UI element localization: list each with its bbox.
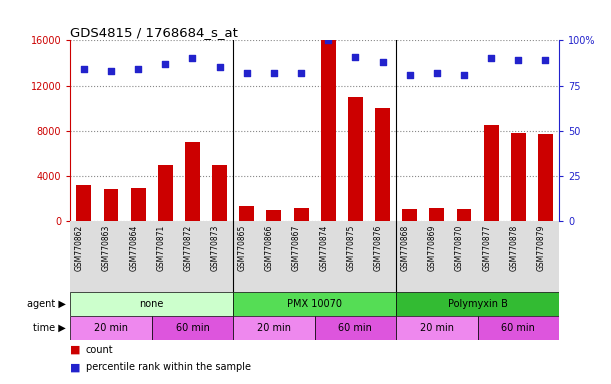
Bar [478,316,559,340]
Text: GSM770866: GSM770866 [265,225,274,271]
Bar [266,210,282,222]
Point [378,59,387,65]
Text: GSM770864: GSM770864 [129,225,138,271]
Text: GSM770878: GSM770878 [510,225,518,271]
Bar [430,208,444,222]
Point [242,70,252,76]
Text: GSM770867: GSM770867 [292,225,301,271]
Text: PMX 10070: PMX 10070 [287,299,342,309]
Bar [456,209,472,222]
Text: Polymyxin B: Polymyxin B [448,299,508,309]
Bar [233,292,396,316]
Point [79,66,89,72]
Bar [240,206,254,222]
Text: GSM770875: GSM770875 [346,225,356,271]
Text: none: none [139,299,164,309]
Text: GSM770879: GSM770879 [536,225,546,271]
Bar [70,292,233,316]
Text: 20 min: 20 min [94,323,128,333]
Text: 20 min: 20 min [420,323,454,333]
Bar [321,40,335,222]
Bar [375,108,390,222]
Point [214,65,224,71]
Text: 60 min: 60 min [175,323,210,333]
Text: GSM770877: GSM770877 [482,225,491,271]
Text: time ▶: time ▶ [32,323,65,333]
Text: GSM770872: GSM770872 [183,225,192,271]
Bar [76,185,91,222]
Point [459,72,469,78]
Point [323,37,333,43]
Point [513,57,523,63]
Text: GSM770865: GSM770865 [238,225,247,271]
Point [188,55,197,61]
Bar [158,165,173,222]
Text: count: count [86,345,113,355]
Text: ■: ■ [70,345,81,355]
Bar [103,189,119,222]
Text: 60 min: 60 min [502,323,535,333]
Point [161,61,170,67]
Text: GSM770862: GSM770862 [75,225,84,271]
Bar [396,292,559,316]
Point [296,70,306,76]
Bar [131,187,145,222]
Bar [348,97,363,222]
Bar [484,125,499,222]
Point [106,68,116,74]
Bar [396,316,478,340]
Bar [538,134,553,222]
Bar [70,316,152,340]
Point [133,66,143,72]
Bar [511,133,526,222]
Text: agent ▶: agent ▶ [26,299,65,309]
Text: 60 min: 60 min [338,323,372,333]
Bar [152,316,233,340]
Point [432,70,442,76]
Bar [185,142,200,222]
Bar [233,316,315,340]
Text: GSM770871: GSM770871 [156,225,166,271]
Point [351,53,360,60]
Bar [402,209,417,222]
Bar [212,165,227,222]
Bar [294,208,309,222]
Text: GSM770870: GSM770870 [455,225,464,271]
Text: GSM770873: GSM770873 [211,225,219,271]
Text: GSM770876: GSM770876 [373,225,382,271]
Text: GSM770869: GSM770869 [428,225,437,271]
Point [541,57,551,63]
Point [405,72,415,78]
Point [269,70,279,76]
Text: percentile rank within the sample: percentile rank within the sample [86,362,251,372]
Text: GSM770863: GSM770863 [102,225,111,271]
Text: 20 min: 20 min [257,323,291,333]
Text: ■: ■ [70,362,81,372]
Text: GSM770868: GSM770868 [401,225,410,271]
Bar [315,316,396,340]
Text: GDS4815 / 1768684_s_at: GDS4815 / 1768684_s_at [70,26,238,39]
Point [486,55,496,61]
Text: GSM770874: GSM770874 [319,225,328,271]
